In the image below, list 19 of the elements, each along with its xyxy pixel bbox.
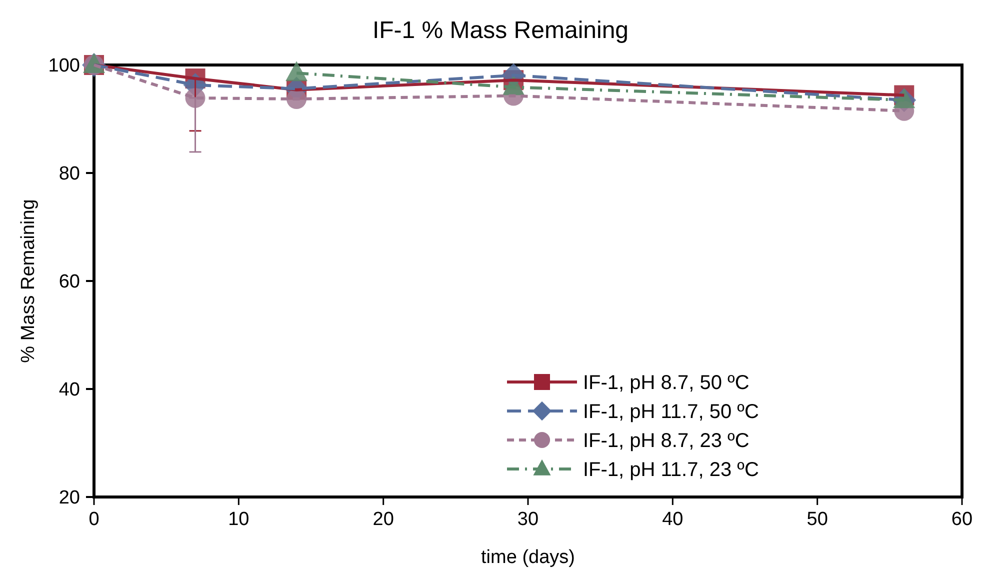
x-tick-label: 60 <box>951 509 973 530</box>
x-axis-title: time (days) <box>481 547 575 568</box>
y-tick-label: 100 <box>48 56 80 77</box>
y-tick-label: 80 <box>58 164 80 185</box>
legend-label: IF-1, pH 8.7, 23 ºC <box>583 430 750 452</box>
x-tick-label: 40 <box>662 509 684 530</box>
legend-label: IF-1, pH 8.7, 50 ºC <box>583 372 750 394</box>
y-tick-label: 20 <box>58 488 80 509</box>
x-tick-label: 0 <box>88 509 100 530</box>
legend-label: IF-1, pH 11.7, 23 ºC <box>583 459 759 481</box>
legend-label: IF-1, pH 11.7, 50 ºC <box>583 401 759 423</box>
y-tick-label: 60 <box>58 272 80 293</box>
y-tick-label: 40 <box>58 380 80 401</box>
x-tick-label: 20 <box>372 509 394 530</box>
chart-title: IF-1 % Mass Remaining <box>372 17 629 44</box>
x-tick-label: 50 <box>806 509 828 530</box>
y-axis-title: % Mass Remaining <box>18 199 39 363</box>
x-tick-label: 10 <box>228 509 250 530</box>
x-tick-label: 30 <box>517 509 539 530</box>
